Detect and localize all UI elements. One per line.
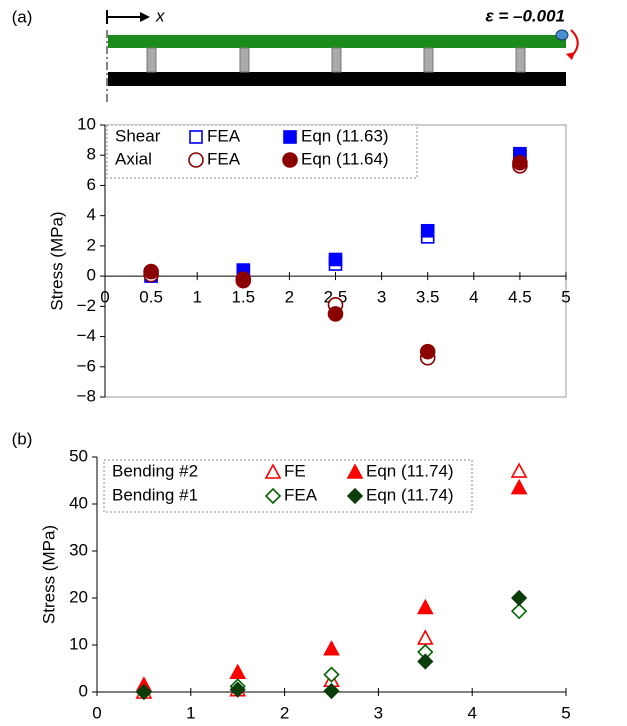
legend-label: Eqn (11.74) [366, 485, 454, 504]
x-tick-label: 2 [285, 288, 294, 307]
legend-marker [264, 487, 282, 505]
y-tick-label: 10 [69, 634, 88, 653]
x-tick-label: 0.5 [139, 288, 163, 307]
y-tick-label: 6 [87, 175, 96, 194]
y-axis-label: Stress (MPa) [39, 525, 58, 624]
legend-box [103, 459, 473, 513]
x-tick-label: 2 [280, 703, 289, 722]
y-tick-label: 0 [79, 681, 88, 700]
x-tick-label: 4.5 [508, 288, 532, 307]
data-point [510, 603, 528, 620]
connectors [146, 47, 526, 73]
legend-group: Shear [115, 126, 161, 145]
legend-label: FEA [207, 149, 241, 168]
data-point [323, 666, 340, 683]
y-tick-label: 50 [69, 446, 88, 465]
data-point [229, 681, 246, 698]
y-tick-label: 4 [87, 205, 96, 224]
y-tick-label: 8 [87, 145, 96, 164]
legend-group: Bending #1 [112, 485, 198, 504]
legend-label: FEA [207, 126, 241, 145]
x-arrow-head [140, 12, 150, 22]
panel-label: (a) [12, 7, 33, 26]
data-point [510, 478, 528, 495]
data-point [419, 343, 436, 360]
y-axis-label: Stress (MPa) [47, 211, 66, 310]
legend-marker [282, 152, 298, 168]
connector [515, 47, 526, 73]
connector [239, 47, 250, 73]
legend-marker [188, 152, 204, 168]
x-tick-label: 1.5 [231, 288, 255, 307]
x-tick-label: 1 [186, 703, 195, 722]
data-point [417, 653, 434, 670]
y-tick-label: 20 [69, 587, 88, 606]
connector [423, 47, 434, 73]
x-tick-label: 5 [561, 703, 570, 722]
data-point [416, 629, 434, 645]
y-tick-label: 10 [77, 114, 96, 133]
legend-marker [264, 463, 282, 479]
x-tick-label: 1 [192, 288, 201, 307]
legend-marker [283, 130, 297, 144]
x-tick-label: 3.5 [416, 288, 440, 307]
x-tick-label: 4 [469, 288, 478, 307]
y-tick-label: −2 [77, 296, 96, 315]
legend-label: FEA [284, 485, 318, 504]
x-tick-label: 3 [377, 288, 386, 307]
x-tick-label: 0 [92, 703, 101, 722]
data-point [323, 682, 340, 700]
legend-marker [346, 463, 364, 479]
y-tick-label: 30 [69, 540, 88, 559]
top-beam [108, 35, 566, 48]
connector [146, 47, 157, 73]
legend-group: Bending #2 [112, 461, 198, 480]
legend-box [106, 124, 418, 179]
legend-label: Eqn (11.63) [301, 126, 389, 145]
legend-label: Eqn (11.64) [301, 149, 389, 168]
data-point [323, 640, 340, 656]
y-tick-label: 2 [87, 235, 96, 254]
data-point [416, 598, 434, 615]
y-tick-label: 0 [87, 266, 96, 285]
x-tick-label: 3 [374, 703, 383, 722]
data-point [327, 306, 344, 322]
y-tick-label: −6 [77, 356, 96, 375]
y-tick-label: 40 [69, 493, 88, 512]
legend-group: Axial [115, 149, 152, 168]
connector [331, 47, 342, 73]
y-tick-label: −4 [77, 326, 96, 345]
x-tick-label: 5 [561, 288, 570, 307]
legend-marker [346, 487, 364, 505]
data-point [510, 462, 528, 478]
data-point [135, 683, 153, 701]
load-point [555, 29, 569, 41]
data-point [229, 663, 247, 680]
axis-label: x [155, 6, 165, 25]
rotation-arrow [570, 29, 579, 57]
strain-label: ε = –0.001 [485, 6, 565, 25]
data-point [143, 263, 159, 280]
bottom-beam [108, 72, 566, 86]
panel-label: (b) [12, 429, 33, 448]
data-point [510, 589, 528, 607]
legend-label: Eqn (11.74) [366, 461, 454, 480]
legend-marker [189, 130, 203, 144]
data-point [420, 223, 435, 238]
x-tick-label: 4 [467, 703, 476, 722]
data-point [235, 272, 252, 289]
data-point [512, 154, 528, 171]
y-tick-label: −8 [77, 386, 96, 405]
rotation-arrow-head [566, 52, 575, 60]
x-tick-label: 0 [100, 288, 109, 307]
legend-label: FE [284, 461, 306, 480]
data-point [328, 252, 343, 267]
